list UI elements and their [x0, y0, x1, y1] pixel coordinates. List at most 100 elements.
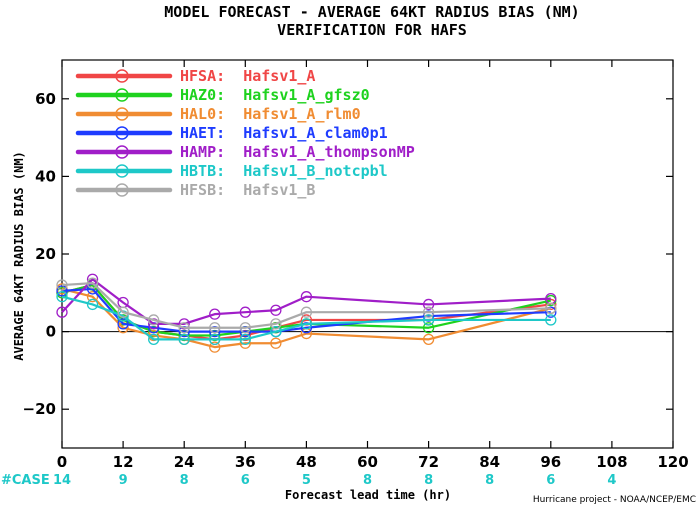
data-point — [86, 277, 99, 289]
y-tick-label: −20 — [23, 400, 56, 418]
case-count: 6 — [241, 473, 250, 488]
case-row-label: #CASE — [1, 473, 50, 488]
data-point — [147, 333, 160, 346]
legend-label: HAL0: Hafsv1_A_rlm0 — [180, 105, 361, 123]
case-count: 4 — [607, 473, 616, 488]
case-count: 8 — [485, 473, 494, 488]
legend-item: HFSB: Hafsv1_B — [75, 181, 315, 199]
case-count: 8 — [363, 473, 372, 488]
legend-swatch-marker — [115, 145, 129, 159]
legend-item: HAET: Hafsv1_A_clam0p1 — [75, 124, 388, 142]
legend-swatch-marker — [115, 69, 129, 83]
legend-label: HBTB: Hafsv1_B_notcpbl — [180, 162, 388, 180]
x-tick-label: 36 — [235, 453, 256, 471]
data-point — [422, 333, 435, 346]
legend-item: HAZ0: Hafsv1_A_gfsz0 — [75, 86, 370, 104]
series-line — [61, 278, 551, 325]
credit-text: Hurricane project - NOAA/NCEP/EMC — [533, 495, 696, 505]
x-tick-label: 120 — [657, 453, 688, 471]
series-line — [61, 295, 551, 341]
y-tick-label: 0 — [46, 323, 56, 341]
legend-label: HFSA: Hafsv1_A — [180, 67, 315, 85]
data-point — [270, 325, 282, 338]
data-point — [422, 298, 435, 311]
data-point — [178, 318, 190, 330]
series-group — [56, 273, 557, 353]
data-point — [422, 314, 435, 326]
data-point — [300, 291, 313, 303]
chart-title-line-2: VERIFICATION FOR HAFS — [277, 21, 467, 39]
case-count: 8 — [424, 473, 433, 488]
data-point — [209, 329, 221, 342]
data-point — [86, 291, 99, 303]
data-point — [56, 279, 68, 291]
data-point — [300, 322, 313, 334]
data-point — [117, 318, 129, 330]
data-point — [86, 298, 99, 311]
data-point — [178, 322, 190, 334]
data-point — [209, 322, 221, 334]
x-tick-label: 48 — [296, 453, 317, 471]
x-tick-label: 12 — [113, 453, 134, 471]
data-point — [270, 304, 282, 316]
chart-title-line-1: MODEL FORECAST - AVERAGE 64KT RADIUS BIA… — [164, 3, 579, 21]
case-count: 5 — [302, 473, 311, 488]
x-tick-label: 0 — [57, 453, 67, 471]
data-point — [56, 285, 68, 297]
data-point — [545, 302, 557, 314]
data-point — [300, 306, 313, 318]
x-tick-label: 108 — [596, 453, 627, 471]
case-counts: #CASE 14 9 8 6 5 8 8 8 6 4 — [1, 473, 616, 488]
data-point — [422, 310, 435, 322]
case-count: 6 — [546, 473, 555, 488]
legend-swatch-marker — [115, 107, 129, 121]
x-axis-title: Forecast lead time (hr) — [285, 488, 451, 502]
data-point — [209, 308, 221, 320]
series-line — [61, 282, 551, 329]
data-point — [270, 318, 282, 330]
legend-item: HFSA: Hafsv1_A — [75, 67, 315, 85]
series-line — [61, 283, 552, 337]
data-point — [209, 333, 221, 346]
data-point — [239, 333, 251, 346]
data-point — [422, 306, 435, 318]
series-line — [61, 287, 552, 349]
y-tick-label: 40 — [35, 167, 56, 185]
data-point — [239, 325, 251, 338]
y-tick-label: 20 — [35, 245, 56, 263]
legend-swatch-marker — [115, 164, 129, 178]
data-point — [209, 341, 221, 353]
y-axis-title: AVERAGE 64KT RADIUS BIAS (NM) — [12, 151, 26, 361]
case-count: 14 — [53, 473, 71, 488]
legend-item: HAL0: Hafsv1_A_rlm0 — [75, 105, 361, 123]
plot-frame — [61, 59, 674, 449]
x-tick-label: 72 — [418, 453, 439, 471]
data-point — [239, 306, 251, 318]
case-count: 9 — [119, 473, 128, 488]
series-6 — [56, 277, 557, 334]
data-point — [270, 337, 282, 349]
data-point — [209, 325, 221, 338]
data-point — [422, 322, 435, 334]
data-point — [147, 325, 160, 338]
x-tick-label: 60 — [357, 453, 378, 471]
data-point — [178, 333, 190, 346]
data-point — [56, 306, 68, 318]
data-point — [545, 314, 557, 326]
legend-swatch-marker — [115, 88, 129, 102]
data-point — [147, 314, 160, 326]
x-tick-label: 96 — [540, 453, 561, 471]
legend-item: HAMP: Hafsv1_A_thompsonMP — [75, 143, 415, 161]
case-count: 8 — [180, 473, 189, 488]
data-point — [117, 306, 129, 318]
legend-swatch-marker — [115, 183, 129, 197]
legend-label: HAZ0: Hafsv1_A_gfsz0 — [180, 86, 370, 104]
series-5 — [56, 291, 557, 346]
legend-label: HFSB: Hafsv1_B — [180, 181, 315, 199]
data-point — [56, 291, 68, 303]
legend-label: HAET: Hafsv1_A_clam0p1 — [180, 124, 388, 142]
x-tick-label: 24 — [174, 453, 195, 471]
legend-item: HBTB: Hafsv1_B_notcpbl — [75, 162, 388, 180]
